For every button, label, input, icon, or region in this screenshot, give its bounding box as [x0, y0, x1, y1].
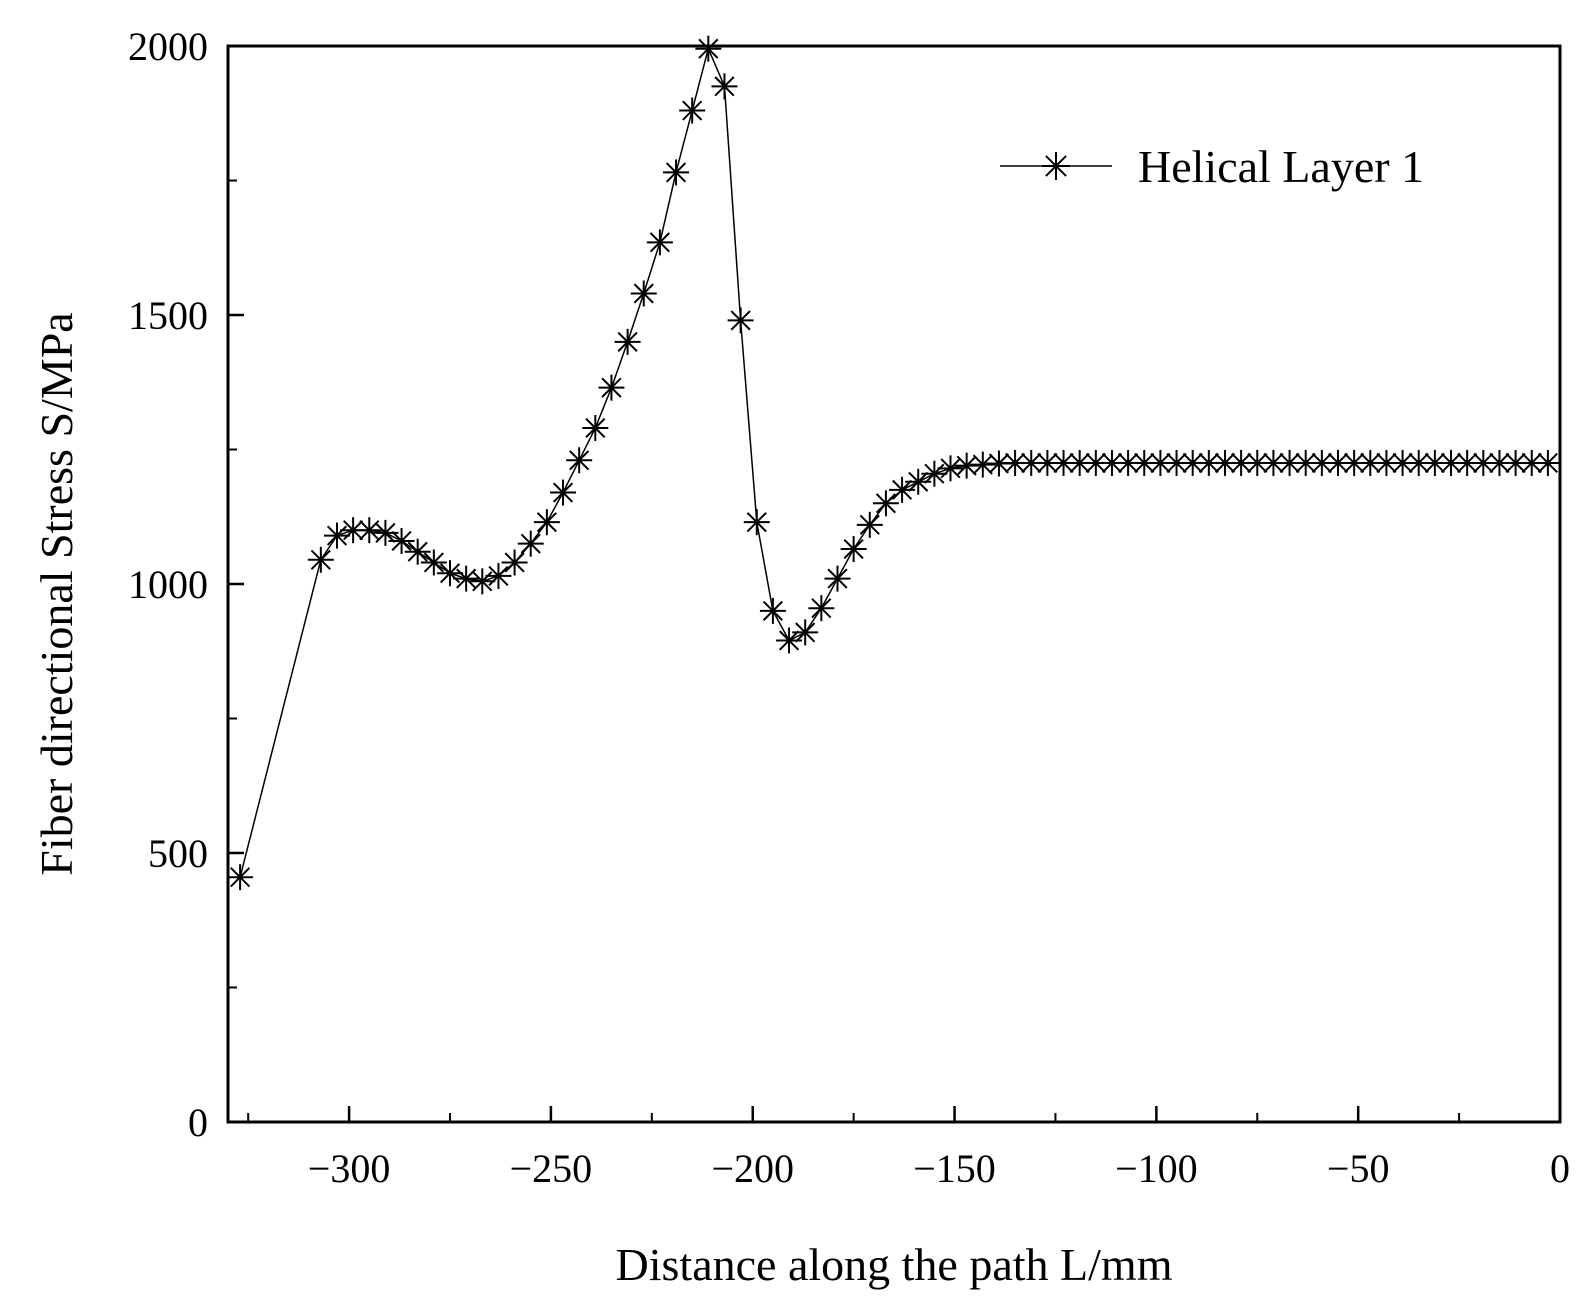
data-point	[1438, 449, 1465, 476]
data-point	[582, 414, 609, 441]
data-point	[969, 451, 996, 478]
data-point	[566, 447, 593, 474]
data-point	[679, 97, 706, 124]
x-tick-label: −50	[1327, 1146, 1390, 1191]
data-point	[759, 597, 786, 624]
data-point	[889, 476, 916, 503]
axes: −300 −250 −200 −150 −100 −50 0 0 500 1000 1500 2000	[128, 24, 1570, 1191]
data-point	[663, 159, 690, 186]
data-point	[598, 374, 625, 401]
data-point	[356, 517, 383, 544]
y-tick-label: 0	[188, 1100, 208, 1145]
data-point	[1066, 449, 1093, 476]
legend-marker-asterisk	[1042, 152, 1070, 180]
data-point	[792, 619, 819, 646]
legend-label: Helical Layer 1	[1138, 141, 1424, 192]
y-tick-label: 1500	[128, 293, 208, 338]
data-point	[517, 530, 544, 557]
data-point	[469, 568, 496, 595]
data-point	[711, 73, 738, 100]
legend: Helical Layer 1	[1000, 141, 1424, 192]
data-point	[485, 562, 512, 589]
data-point	[808, 595, 835, 622]
data-point	[404, 538, 431, 565]
data-point	[630, 280, 657, 307]
data-point	[1470, 449, 1497, 476]
data-point	[550, 479, 577, 506]
x-tick-label: −200	[711, 1146, 794, 1191]
data-point	[743, 509, 770, 536]
data-point	[501, 549, 528, 576]
y-axis-title: Fiber directional Stress S/MPa	[31, 312, 82, 875]
data-point	[453, 565, 480, 592]
data-point	[533, 509, 560, 536]
x-axis-title: Distance along the path L/mm	[616, 1239, 1173, 1290]
data-point	[614, 328, 641, 355]
data-point	[1389, 449, 1416, 476]
plot-area	[227, 35, 1561, 891]
data-point	[1534, 449, 1561, 476]
data-point	[437, 560, 463, 587]
data-point	[695, 35, 722, 62]
data-point	[307, 546, 334, 573]
data-point	[824, 565, 851, 592]
data-point	[388, 527, 415, 554]
y-tick-label: 500	[148, 831, 208, 876]
data-point	[953, 452, 980, 479]
data-point	[1228, 449, 1255, 476]
x-tick-label: −100	[1115, 1146, 1198, 1191]
data-point	[1211, 449, 1238, 476]
x-tick-label: −250	[510, 1146, 593, 1191]
data-point	[856, 511, 883, 538]
data-point	[227, 864, 254, 891]
data-point	[420, 549, 447, 576]
y-tick-label: 1000	[128, 562, 208, 607]
data-point	[1518, 449, 1545, 476]
data-point	[921, 460, 948, 487]
data-point	[872, 490, 899, 517]
x-tick-label: −300	[308, 1146, 391, 1191]
data-point	[1147, 449, 1174, 476]
x-tick-label: 0	[1550, 1146, 1570, 1191]
data-point	[323, 522, 350, 549]
x-tick-label: −150	[913, 1146, 996, 1191]
data-point	[776, 627, 803, 654]
legend-marker-glyph	[1042, 152, 1070, 180]
data-point	[727, 307, 754, 334]
data-point	[646, 229, 673, 256]
data-point	[937, 455, 964, 482]
data-point	[840, 536, 867, 563]
data-point	[1082, 449, 1109, 476]
y-tick-label: 2000	[128, 24, 208, 69]
